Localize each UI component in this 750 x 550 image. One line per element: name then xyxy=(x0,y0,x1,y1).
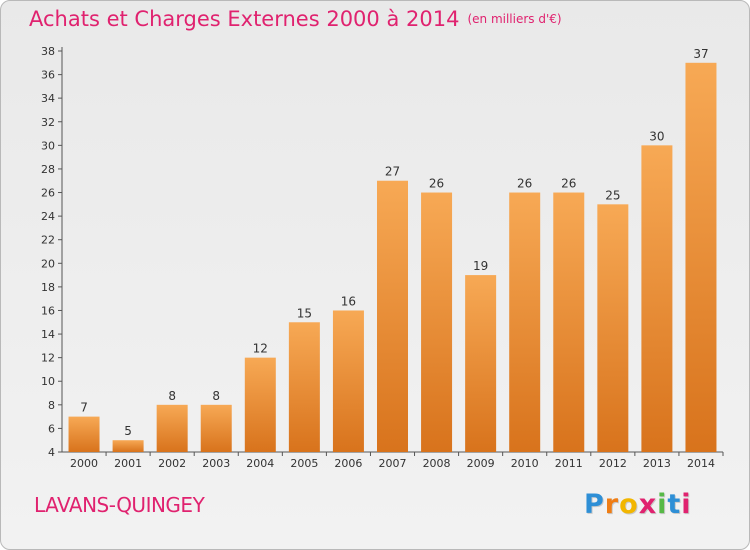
bar-value-label: 5 xyxy=(124,424,132,438)
x-tick-label: 2005 xyxy=(290,457,318,470)
chart-title: Achats et Charges Externes 2000 à 2014 (e… xyxy=(29,7,562,31)
bar-value-label: 27 xyxy=(385,165,400,179)
bar-value-label: 25 xyxy=(605,188,620,202)
bar xyxy=(68,416,100,452)
y-tick-label: 8 xyxy=(48,399,55,412)
y-tick-label: 32 xyxy=(41,116,55,129)
y-tick-label: 26 xyxy=(41,187,55,200)
bar-value-label: 37 xyxy=(693,47,708,61)
x-tick-label: 2012 xyxy=(599,457,627,470)
logo-letter: x xyxy=(638,489,658,520)
bar xyxy=(641,145,673,452)
y-tick-label: 12 xyxy=(41,352,55,365)
bar xyxy=(332,310,364,452)
bar xyxy=(112,440,144,452)
bar-value-label: 30 xyxy=(649,129,664,143)
bar xyxy=(377,180,408,452)
x-tick-label: 2010 xyxy=(511,457,539,470)
bar-value-label: 15 xyxy=(297,306,312,320)
chart-title-text: Achats et Charges Externes 2000 à 2014 xyxy=(29,7,460,31)
y-tick-label: 20 xyxy=(41,257,55,270)
y-tick-label: 10 xyxy=(41,375,55,388)
y-tick-label: 30 xyxy=(41,139,55,152)
y-tick-label: 4 xyxy=(48,446,55,459)
x-tick-label: 2013 xyxy=(643,457,671,470)
x-tick-label: 2006 xyxy=(334,457,362,470)
y-tick-label: 16 xyxy=(41,304,55,317)
y-tick-label: 6 xyxy=(48,422,55,435)
logo-letter: i xyxy=(657,489,668,520)
y-tick-label: 34 xyxy=(41,92,55,105)
bar xyxy=(509,192,541,452)
logo-letter: t xyxy=(667,489,682,520)
x-tick-label: 2001 xyxy=(114,457,142,470)
bar xyxy=(156,404,188,452)
bar-value-label: 8 xyxy=(212,389,220,403)
bar-value-label: 7 xyxy=(80,401,88,415)
y-tick-label: 24 xyxy=(41,210,55,223)
commune-name: LAVANS-QUINGEY xyxy=(34,493,205,517)
bar-value-label: 26 xyxy=(517,177,532,191)
logo-letter: i xyxy=(681,489,692,520)
bar-value-label: 12 xyxy=(253,342,268,356)
y-tick-label: 36 xyxy=(41,69,55,82)
x-tick-label: 2004 xyxy=(246,457,274,470)
logo-letter: o xyxy=(619,489,639,520)
bar xyxy=(200,404,232,452)
bar-value-label: 26 xyxy=(561,177,576,191)
bar xyxy=(421,192,453,452)
bar xyxy=(465,275,497,452)
y-tick-label: 22 xyxy=(41,234,55,247)
bar xyxy=(685,62,717,452)
chart-subtitle: (en milliers d'€) xyxy=(467,12,562,26)
bar-value-label: 8 xyxy=(168,389,176,403)
x-tick-label: 2009 xyxy=(467,457,495,470)
y-tick-label: 18 xyxy=(41,281,55,294)
y-tick-label: 28 xyxy=(41,163,55,176)
logo-letter: r xyxy=(604,489,620,520)
x-tick-label: 2014 xyxy=(687,457,715,470)
bar xyxy=(288,322,320,452)
bar-value-label: 26 xyxy=(429,177,444,191)
x-tick-label: 2000 xyxy=(70,457,98,470)
bar xyxy=(244,357,276,452)
bar-value-label: 16 xyxy=(341,294,356,308)
x-tick-label: 2011 xyxy=(555,457,583,470)
logo-letter: P xyxy=(584,489,605,520)
bar xyxy=(553,192,585,452)
x-tick-label: 2007 xyxy=(379,457,407,470)
y-tick-label: 14 xyxy=(41,328,55,341)
x-tick-label: 2002 xyxy=(158,457,186,470)
y-tick-label: 38 xyxy=(41,45,55,58)
x-tick-label: 2008 xyxy=(423,457,451,470)
x-tick-label: 2003 xyxy=(202,457,230,470)
proxiti-logo: Proxiti xyxy=(584,489,692,520)
bar xyxy=(597,204,629,452)
bar-value-label: 19 xyxy=(473,259,488,273)
